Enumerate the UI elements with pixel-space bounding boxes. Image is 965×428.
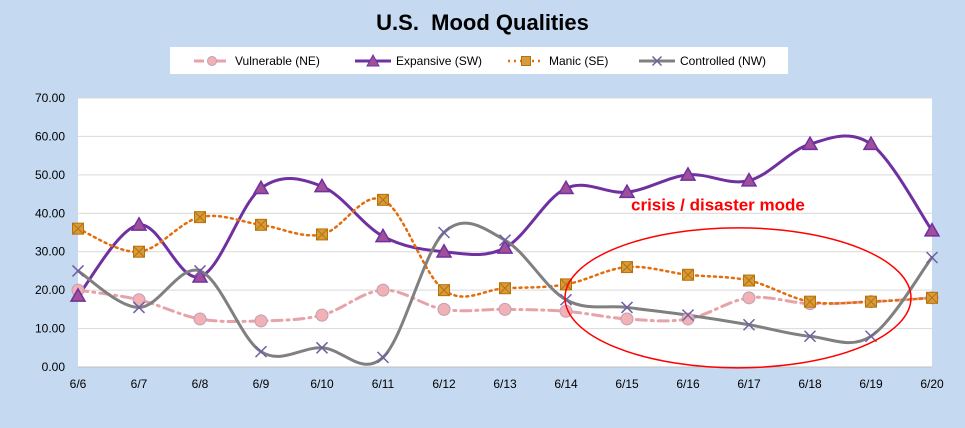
- y-tick-label: 20.00: [35, 283, 65, 297]
- data-point-s1: [801, 135, 819, 151]
- data-point-s3: [193, 264, 207, 277]
- legend-label: Vulnerable (NE): [235, 53, 320, 68]
- data-point-s3: [132, 301, 146, 314]
- x-tick-label: 6/16: [676, 377, 700, 391]
- legend-item: Manic (SE): [506, 47, 608, 74]
- x-tick-label: 6/17: [737, 377, 761, 391]
- data-point-s2-cross: [621, 261, 633, 273]
- x-tick-label: 6/7: [131, 377, 148, 391]
- data-point-s1: [496, 239, 514, 254]
- data-point-s3: [376, 351, 390, 364]
- data-point-s1: [435, 243, 453, 258]
- crisis-ellipse: [564, 227, 912, 369]
- data-point-s3: [681, 309, 695, 322]
- data-point-s0: [437, 302, 451, 316]
- data-point-s2-cross: [377, 193, 389, 206]
- data-point-s3: [559, 293, 573, 306]
- data-point-s1: [618, 183, 636, 199]
- chart-title: U.S. Mood Qualities: [376, 10, 589, 35]
- data-point-s2-cross: [865, 295, 877, 308]
- x-tick-label: 6/11: [372, 377, 395, 391]
- data-point-s1: [191, 268, 209, 283]
- data-point-s2-cross: [316, 228, 328, 241]
- data-point-s3: [254, 345, 268, 358]
- data-point-s1: [313, 177, 331, 193]
- data-point-s1: [740, 172, 758, 187]
- data-point-s1: [130, 216, 148, 231]
- legend-label: Manic (SE): [549, 53, 609, 68]
- x-tick-label: 6/13: [493, 377, 517, 391]
- data-point-s3: [620, 301, 634, 314]
- x-tick-label: 6/12: [432, 377, 456, 391]
- legend-item: Vulnerable (NE): [192, 47, 320, 74]
- data-point-s0: [620, 312, 634, 326]
- legend-item: Controlled (NW): [637, 47, 766, 74]
- y-tick-label: 10.00: [35, 322, 65, 336]
- data-point-s1: [69, 287, 87, 302]
- y-tick-label: 30.00: [35, 245, 65, 259]
- data-point-s1: [679, 166, 697, 181]
- legend-swatch: [355, 53, 391, 66]
- x-tick-label: 6/9: [253, 377, 270, 391]
- legend-swatch: [639, 55, 675, 66]
- data-point-s0: [254, 314, 268, 328]
- data-point-s0: [742, 291, 756, 305]
- y-tick-label: 70.00: [35, 91, 65, 105]
- data-point-s1: [862, 135, 880, 151]
- legend-item: Expansive (SW): [353, 47, 482, 74]
- data-point-s3: [498, 234, 512, 247]
- data-point-s2-cross: [72, 222, 84, 235]
- data-point-s1: [374, 227, 392, 243]
- y-tick-label: 40.00: [35, 206, 65, 220]
- legend-label: Controlled (NW): [680, 53, 767, 68]
- data-point-s1: [252, 179, 270, 195]
- data-point-s2-cross: [255, 218, 267, 231]
- series-line-3: [76, 221, 934, 366]
- data-point-s0: [193, 312, 207, 326]
- y-tick-label: 60.00: [35, 129, 65, 143]
- data-point-s3: [315, 341, 329, 354]
- data-point-s3: [864, 330, 878, 343]
- legend: Vulnerable (NE) Expansive (SW) Manic (SE) C…: [170, 47, 788, 74]
- data-point-s2-cross: [682, 268, 694, 281]
- data-point-s2-cross: [926, 291, 938, 304]
- data-point-s2-cross: [194, 211, 206, 223]
- data-point-s3: [71, 264, 85, 277]
- x-tick-label: 6/6: [70, 377, 87, 391]
- data-point-s2-cross: [133, 245, 145, 258]
- x-tick-label: 6/8: [192, 377, 209, 391]
- x-tick-label: 6/18: [798, 377, 822, 391]
- data-point-s0: [681, 312, 695, 326]
- data-point-s3: [437, 226, 451, 239]
- data-point-s3: [803, 330, 817, 343]
- data-point-s0: [376, 283, 390, 297]
- y-tick-label: 50.00: [35, 168, 65, 182]
- x-tick-label: 6/19: [859, 377, 883, 391]
- crisis-annotation: crisis / disaster mode: [631, 195, 805, 214]
- data-point-s2-cross: [499, 282, 511, 295]
- data-point-s1: [557, 179, 575, 195]
- legend-swatch: [194, 55, 230, 66]
- x-tick-label: 6/14: [554, 377, 578, 391]
- data-point-s2-cross: [743, 274, 755, 287]
- data-point-s0: [132, 293, 146, 307]
- data-point-s0: [315, 308, 329, 322]
- data-point-s0: [498, 302, 512, 316]
- data-point-s2-cross: [804, 295, 816, 308]
- data-point-s3: [925, 251, 939, 264]
- data-point-s3: [742, 318, 756, 331]
- x-tick-label: 6/20: [920, 377, 944, 391]
- y-tick-label: 0.00: [42, 360, 66, 374]
- legend-label: Expansive (SW): [396, 53, 483, 68]
- x-tick-label: 6/15: [615, 377, 639, 391]
- legend-swatch: [508, 55, 544, 66]
- data-point-s2-cross: [438, 284, 450, 296]
- data-point-s1: [923, 222, 941, 237]
- x-tick-label: 6/10: [310, 377, 334, 391]
